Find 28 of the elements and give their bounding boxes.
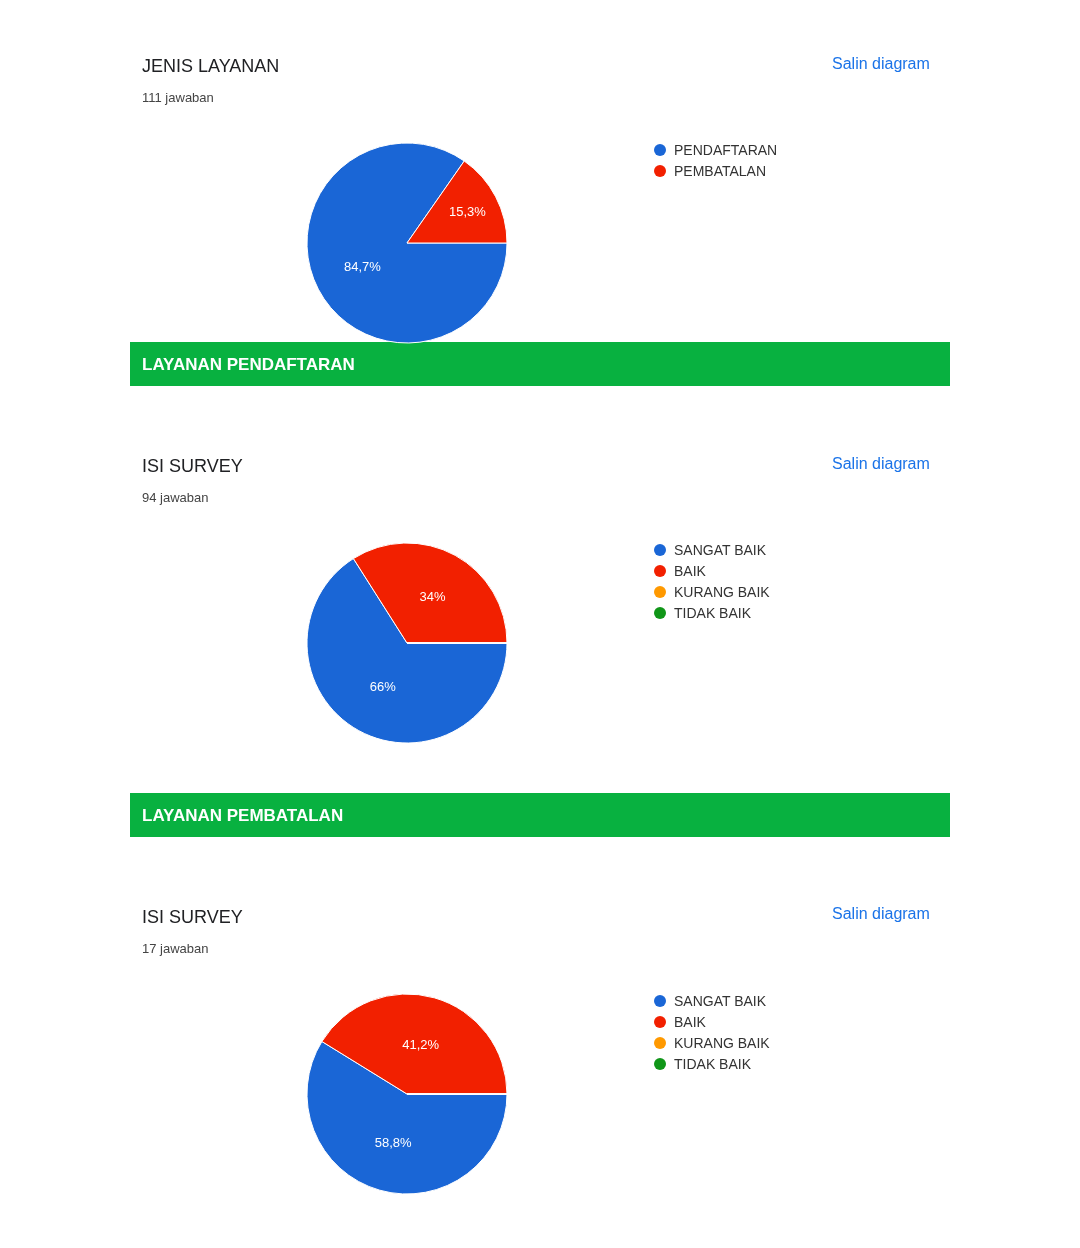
data-label: 34% <box>419 588 446 604</box>
legend-label: BAIK <box>674 563 707 579</box>
legend-label: TIDAK BAIK <box>674 605 752 621</box>
data-label: 15,3% <box>448 203 487 219</box>
legend-label: BAIK <box>674 1014 707 1030</box>
legend-label: KURANG BAIK <box>674 584 771 600</box>
chart-title: JENIS LAYANAN <box>142 56 280 76</box>
text: LAYANAN PENDAFTARAN <box>142 355 355 374</box>
legend-label: SANGAT BAIK <box>674 542 767 558</box>
chart-title: ISI SURVEY <box>142 456 243 476</box>
chart-title: ISI SURVEY <box>142 907 243 927</box>
text: 17 jawaban <box>142 941 209 956</box>
pie-slice <box>306 142 508 344</box>
legend-label: SANGAT BAIK <box>674 993 767 1009</box>
text: Salin diagram <box>832 455 930 472</box>
data-label: 41,2% <box>402 1037 440 1053</box>
legend-label: PENDAFTARAN <box>674 142 778 158</box>
text: Salin diagram <box>832 55 930 72</box>
legend-label: PEMBATALAN <box>674 163 767 179</box>
data-label: 84,7% <box>344 258 382 274</box>
legend-label: KURANG BAIK <box>674 1035 771 1051</box>
text: LAYANAN PEMBATALAN <box>142 806 344 825</box>
text: Salin diagram <box>832 905 930 922</box>
text: 94 jawaban <box>142 490 209 505</box>
data-label: 66% <box>369 679 397 695</box>
legend-label: TIDAK BAIK <box>674 1056 752 1072</box>
data-label: 58,8% <box>374 1134 412 1150</box>
text: 111 jawaban <box>142 90 214 105</box>
